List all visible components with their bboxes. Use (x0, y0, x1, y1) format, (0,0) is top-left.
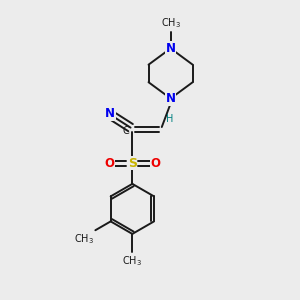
Text: O: O (150, 157, 160, 170)
Text: N: N (105, 107, 116, 120)
Text: CH$_3$: CH$_3$ (160, 16, 181, 30)
Text: N: N (166, 92, 176, 105)
Text: N: N (166, 42, 176, 55)
Text: CH$_3$: CH$_3$ (74, 232, 94, 246)
Text: O: O (104, 157, 114, 170)
Text: H: H (166, 114, 174, 124)
Text: CH$_3$: CH$_3$ (122, 254, 142, 268)
Text: C: C (122, 126, 129, 136)
Text: S: S (128, 157, 137, 170)
